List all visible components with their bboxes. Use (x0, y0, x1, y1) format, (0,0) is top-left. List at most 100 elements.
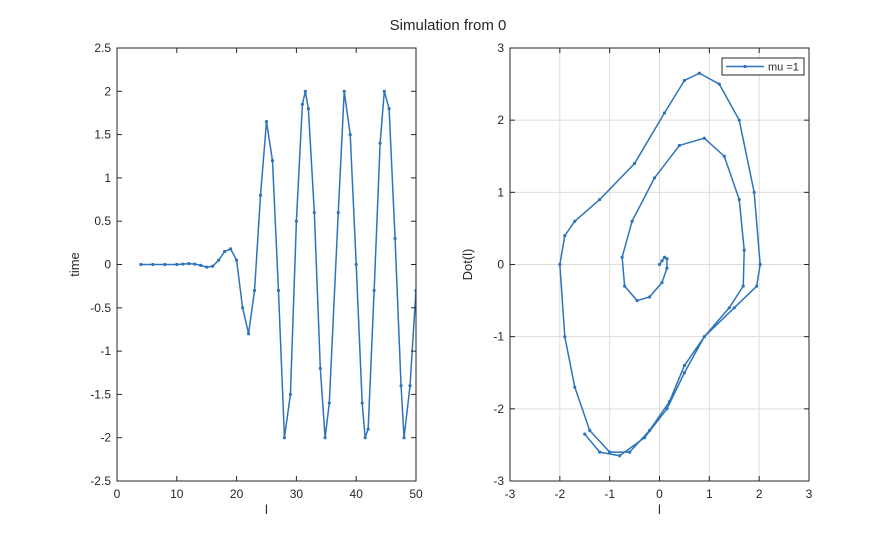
data-point (737, 118, 741, 122)
x-tick-label: 2 (756, 487, 763, 501)
data-point (665, 266, 669, 270)
data-point (667, 400, 672, 404)
x-tick-label: -1 (604, 487, 615, 501)
data-point (697, 71, 701, 75)
data-point (623, 284, 627, 288)
x-tick-label: 10 (170, 487, 184, 501)
data-point (342, 89, 346, 93)
data-point (217, 258, 221, 262)
data-point (303, 89, 307, 93)
data-point (630, 219, 634, 223)
y-tick-label: -2.5 (90, 474, 111, 488)
y-tick-label: -2 (493, 402, 504, 416)
data-point (647, 295, 652, 299)
y-tick-label: 2 (497, 113, 504, 127)
x-tick-label: 50 (409, 487, 423, 501)
y-tick-label: 2.5 (94, 41, 111, 55)
y-axis-label: time (67, 252, 82, 277)
x-tick-label: 1 (706, 487, 713, 501)
data-point (657, 262, 662, 267)
y-tick-label: 0 (104, 258, 111, 272)
data-point (665, 407, 669, 411)
data-point (163, 262, 167, 267)
data-point (662, 255, 667, 259)
x-tick-label: 0 (114, 487, 121, 501)
data-point (628, 450, 632, 454)
data-point (246, 332, 251, 336)
data-point (354, 262, 358, 267)
data-point (732, 306, 736, 310)
data-point (327, 401, 331, 405)
x-tick-label: 30 (290, 487, 304, 501)
data-point (682, 363, 687, 368)
data-point (665, 257, 669, 261)
x-tick-label: 0 (656, 487, 663, 501)
data-point (573, 385, 577, 389)
data-point (258, 193, 263, 197)
data-point (348, 133, 352, 137)
x-axis-label: l (265, 502, 268, 517)
data-point (151, 262, 155, 267)
data-point (652, 176, 657, 180)
data-point (205, 265, 209, 269)
data-point (223, 249, 227, 254)
data-point (702, 136, 706, 140)
data-point (240, 306, 245, 310)
x-tick-label: -2 (554, 487, 565, 501)
data-point (393, 236, 397, 241)
data-point (741, 284, 745, 288)
data-point (608, 450, 612, 454)
data-point (366, 427, 370, 431)
data-point (306, 107, 310, 111)
data-point (588, 428, 592, 433)
data-point (598, 197, 602, 202)
x-tick-label: 3 (806, 487, 813, 501)
legend-label: mu =1 (768, 62, 799, 74)
y-tick-label: -1 (100, 344, 111, 358)
y-tick-label: 0.5 (94, 214, 111, 228)
data-point (758, 262, 762, 267)
data-point (742, 248, 746, 252)
y-tick-label: -0.5 (90, 301, 111, 315)
data-point (300, 102, 304, 106)
y-tick-label: 2 (104, 84, 111, 98)
data-point (139, 262, 143, 267)
y-tick-label: 3 (497, 41, 504, 55)
data-point (563, 234, 567, 238)
series-group (139, 89, 416, 440)
data-point (229, 247, 233, 251)
data-point (323, 436, 327, 440)
data-point (378, 141, 382, 145)
data-point (598, 450, 602, 454)
data-point (181, 262, 185, 266)
data-point (235, 258, 239, 262)
data-point (563, 335, 567, 339)
data-point (211, 264, 215, 268)
y-tick-label: -1 (493, 330, 504, 344)
data-point (662, 111, 667, 115)
data-point (318, 366, 322, 371)
data-point (387, 107, 391, 111)
y-tick-label: -3 (493, 474, 504, 488)
data-point (312, 210, 316, 215)
data-point (573, 219, 577, 223)
y-axis-label: Dot(l) (460, 249, 475, 281)
data-point (642, 436, 647, 440)
data-point (660, 280, 664, 285)
data-point (702, 335, 706, 339)
data-point (727, 306, 731, 310)
data-point (755, 284, 759, 288)
data-point (336, 210, 340, 215)
data-point (660, 259, 664, 263)
data-point (264, 120, 269, 124)
data-point (276, 288, 281, 293)
left-plot: 0 10 20 30 40 50 -2.5 -2 -1.5 -1 -0.5 0 0.5 1 1.5 2 2.5 l… (67, 41, 423, 517)
data-point (752, 190, 756, 194)
data-point (187, 262, 191, 266)
data-point (717, 82, 721, 86)
y-tick-label: 1 (104, 171, 111, 185)
data-point (583, 432, 587, 436)
data-point (372, 288, 376, 293)
y-tick-label: -2 (100, 431, 111, 445)
